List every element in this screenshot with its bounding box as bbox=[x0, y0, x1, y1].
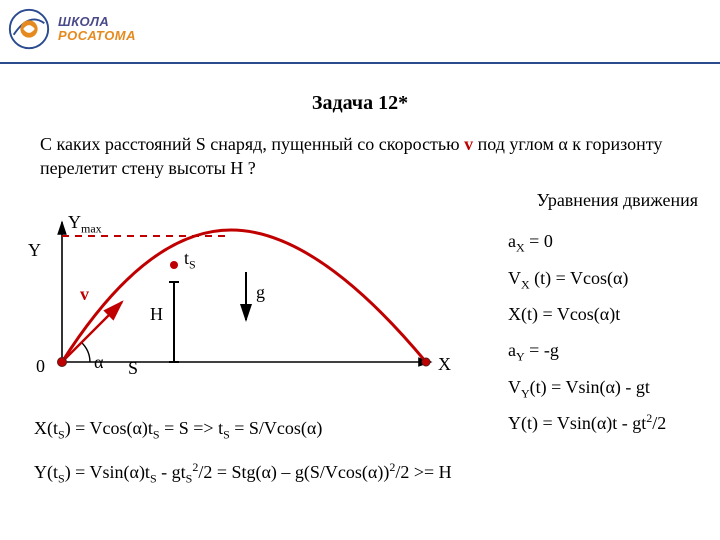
ts-point bbox=[170, 261, 178, 269]
angle-arc bbox=[81, 342, 90, 362]
header: ШКОЛА РОСАТОМА bbox=[6, 6, 136, 52]
problem-statement: С каких расстояний S снаряд, пущенный со… bbox=[40, 132, 680, 181]
trajectory-diagram: Y Ymax v H tS g 0 α S X bbox=[26, 210, 476, 385]
label-Ymax: Ymax bbox=[68, 212, 102, 237]
eq-vy: VY(t) = Vsin(α) - gt bbox=[508, 369, 698, 406]
header-underline bbox=[0, 62, 720, 68]
atom-swirl-icon bbox=[6, 6, 52, 52]
page-title: Задача 12* bbox=[0, 92, 720, 115]
label-alpha: α bbox=[94, 352, 103, 373]
eq-ax: aX = 0 bbox=[508, 223, 698, 260]
label-O: 0 bbox=[36, 356, 45, 377]
trajectory-curve2 bbox=[62, 230, 426, 362]
label-S: S bbox=[128, 358, 138, 379]
landing-point bbox=[422, 358, 430, 366]
logo-text: ШКОЛА РОСАТОМА bbox=[58, 15, 136, 44]
eq-vx: VX (t) = Vcos(α) bbox=[508, 260, 698, 297]
label-X: X bbox=[438, 354, 451, 375]
label-H: H bbox=[150, 304, 163, 325]
eq-ay: aY = -g bbox=[508, 332, 698, 369]
derivation-1: X(tS) = Vcos(α)tS = S => tS = S/Vcos(α) bbox=[34, 418, 322, 443]
equation-list: aX = 0 VX (t) = Vcos(α) X(t) = Vcos(α)t … bbox=[508, 223, 698, 441]
equations-title: Уравнения движения bbox=[537, 190, 698, 211]
label-Y: Y bbox=[28, 240, 41, 261]
origin-point bbox=[58, 358, 67, 367]
derivation-2: Y(tS) = Vsin(α)tS - gtS2/2 = Stg(α) – g(… bbox=[34, 460, 452, 487]
logo-line1: ШКОЛА bbox=[58, 15, 136, 29]
label-ts: tS bbox=[184, 248, 196, 273]
eq-yt: Y(t) = Vsin(α)t - gt2/2 bbox=[508, 405, 698, 441]
logo-line2: РОСАТОМА bbox=[58, 29, 136, 43]
label-g: g bbox=[256, 282, 265, 303]
v-vector bbox=[62, 302, 122, 362]
label-v: v bbox=[80, 284, 89, 305]
eq-xt: X(t) = Vcos(α)t bbox=[508, 296, 698, 332]
